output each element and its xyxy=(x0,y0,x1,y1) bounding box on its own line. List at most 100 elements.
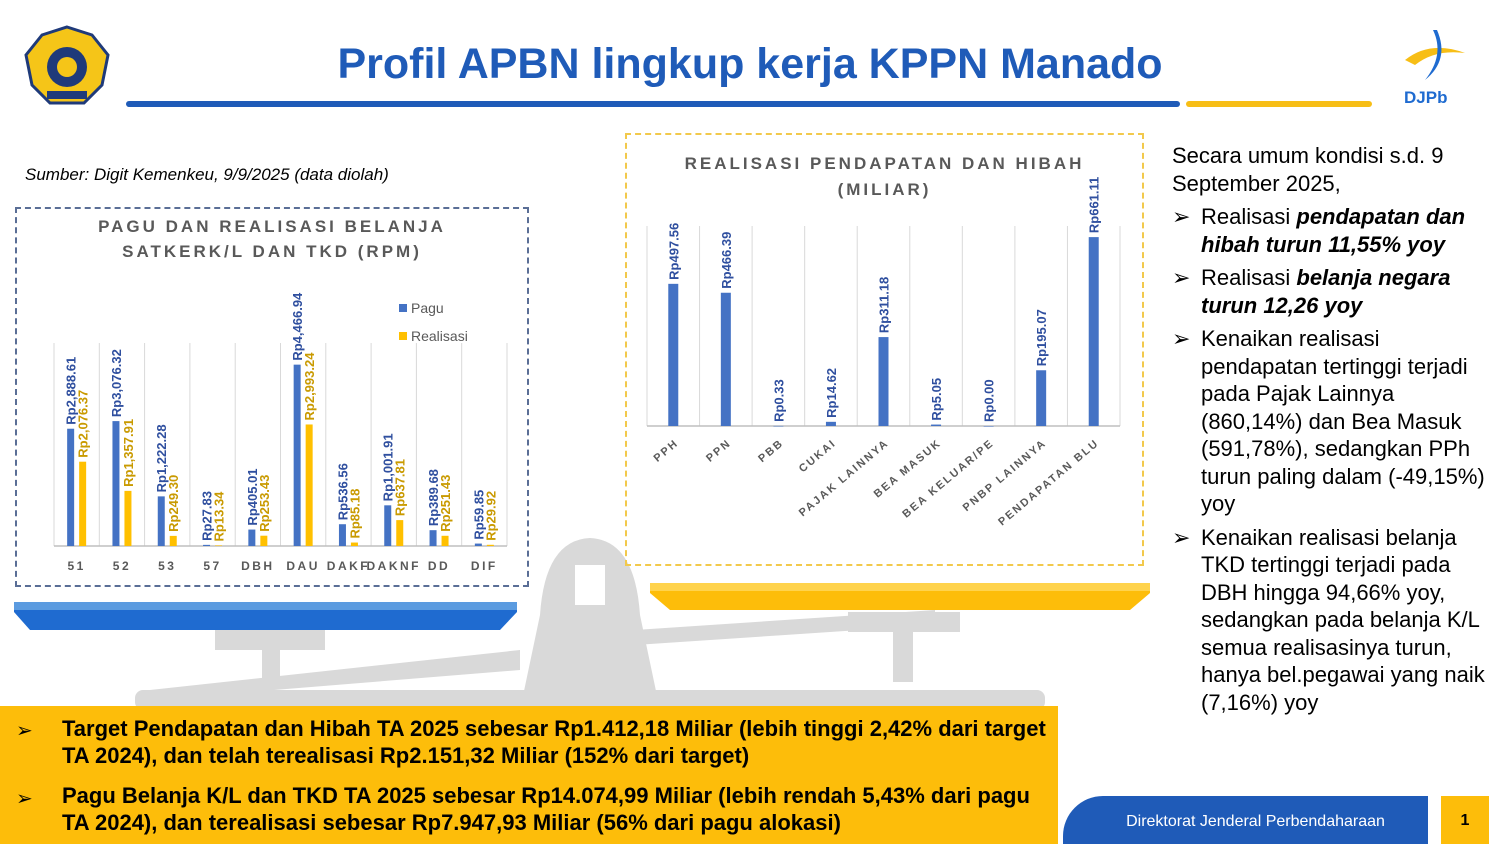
summary-bullet: ➢ Realisasi belanja negara turun 12,26 yo… xyxy=(1172,265,1451,318)
bar-realisasi xyxy=(1088,237,1099,426)
data-label: Rp3,076.32 xyxy=(109,349,124,417)
bar-realisasi xyxy=(486,544,494,546)
source-note: Sumber: Digit Kemenkeu, 9/9/2025 (data d… xyxy=(25,165,389,184)
bar-pagu xyxy=(203,544,211,546)
x-tick-label: PPN xyxy=(704,437,734,465)
data-label: Rp251.43 xyxy=(438,475,453,532)
bar-realisasi xyxy=(878,337,889,426)
pendapatan-bar-chart: Rp497.56 PPH Rp466.39 PPN Rp0.33 PBB Rp14.62 CU… xyxy=(646,177,1121,528)
bar-realisasi xyxy=(79,461,87,546)
x-tick-label: DD xyxy=(428,559,450,573)
data-label: Rp311.18 xyxy=(877,277,892,333)
arrow-bullet-icon: ➢ xyxy=(1172,265,1191,290)
data-label: Rp637.81 xyxy=(393,459,408,516)
bar-pagu xyxy=(474,543,482,546)
data-label: Rp661.11 xyxy=(1087,177,1102,233)
arrow-bullet-icon: ➢ xyxy=(16,788,33,810)
bar-realisasi xyxy=(396,520,404,546)
data-label: Rp389.68 xyxy=(426,469,441,526)
bar-pagu xyxy=(157,496,165,546)
data-label: Rp5.05 xyxy=(929,378,944,421)
page-number: 1 xyxy=(1441,796,1489,844)
x-tick-label: CUKAI xyxy=(797,437,839,475)
bar-realisasi xyxy=(1036,370,1047,426)
bar-realisasi xyxy=(931,424,942,426)
summary-bullet: ➢ Kenaikan realisasi belanja TKD tertingg… xyxy=(1172,524,1485,715)
data-label: Rp1,222.28 xyxy=(154,424,169,492)
data-label: Rp4,466.94 xyxy=(290,292,305,361)
x-tick-label: 52 xyxy=(113,559,131,573)
x-tick-label: 51 xyxy=(67,559,85,573)
bar-pagu xyxy=(67,428,75,546)
x-tick-label: PPH xyxy=(652,437,682,465)
data-label: Rp249.30 xyxy=(166,475,181,532)
highlight-box: ➢ Target Pendapatan dan Hibah TA 2025 se… xyxy=(0,706,1058,844)
bar-realisasi xyxy=(169,535,177,546)
legend-label: Pagu xyxy=(411,300,444,316)
title-underline-yellow xyxy=(1186,101,1372,107)
bar-pagu xyxy=(384,505,392,546)
chart-title-line2: SATKERK/L DAN TKD (RPM) xyxy=(122,242,422,261)
summary-intro: Secara umum kondisi s.d. 9 September 202… xyxy=(1172,143,1444,196)
bar-realisasi xyxy=(668,283,679,426)
data-label: Rp405.01 xyxy=(245,468,260,525)
x-tick-label: BEA KELUAR/PE xyxy=(900,437,996,520)
x-tick-label: PBB xyxy=(756,437,786,465)
data-label: Rp59.85 xyxy=(471,490,486,540)
bar-realisasi xyxy=(441,535,449,546)
djpb-logo-text: DJPb xyxy=(1404,88,1448,107)
data-label: Rp497.56 xyxy=(666,223,681,280)
legend-swatch xyxy=(399,304,407,312)
chart-title-line1: REALISASI PENDAPATAN DAN HIBAH xyxy=(684,154,1085,173)
bar-realisasi xyxy=(825,421,836,426)
data-label: Rp85.18 xyxy=(347,489,362,539)
bar-pagu xyxy=(248,529,256,546)
data-label: Rp1,357.91 xyxy=(121,419,136,487)
bar-realisasi xyxy=(124,490,132,546)
x-tick-label: DAKF xyxy=(327,559,370,573)
data-label: Rp0.33 xyxy=(771,379,786,422)
data-label: Rp195.07 xyxy=(1034,309,1049,366)
x-tick-label: DIF xyxy=(471,559,498,573)
belanja-chart-panel: PAGU DAN REALISASI BELANJA SATKERK/L DAN… xyxy=(15,207,529,587)
bar-pagu xyxy=(293,364,301,546)
legend-label: Realisasi xyxy=(411,328,468,344)
data-label: Rp2,076.37 xyxy=(76,390,91,458)
data-label: Rp2,888.61 xyxy=(64,357,79,425)
summary-panel: Secara umum kondisi s.d. 9 September 202… xyxy=(1172,142,1492,722)
bar-realisasi xyxy=(260,535,268,546)
bar-realisasi xyxy=(773,425,784,427)
legend-swatch xyxy=(399,332,407,340)
x-tick-label: DAKNF xyxy=(367,559,422,573)
bar-realisasi xyxy=(720,292,731,426)
bar-realisasi xyxy=(983,426,994,427)
data-label: Rp29.92 xyxy=(483,491,498,541)
highlight-pendapatan: Target Pendapatan dan Hibah TA 2025 sebe… xyxy=(62,716,1046,768)
bar-realisasi xyxy=(350,542,358,546)
bar-pagu xyxy=(338,524,346,546)
data-label: Rp0.00 xyxy=(982,379,997,422)
data-label: Rp13.34 xyxy=(212,491,227,542)
page-title: Profil APBN lingkup kerja KPPN Manado xyxy=(337,40,1163,88)
bar-pagu xyxy=(429,530,437,546)
bar-pagu xyxy=(112,421,120,546)
bar-realisasi xyxy=(215,545,223,546)
x-tick-label: 53 xyxy=(158,559,176,573)
bar-realisasi xyxy=(305,424,313,546)
djpb-logo-icon xyxy=(1405,30,1465,80)
data-label: Rp2,993.24 xyxy=(302,352,317,421)
chart-title-line1: PAGU DAN REALISASI BELANJA xyxy=(98,217,446,236)
data-label: Rp1,001.91 xyxy=(381,433,396,501)
x-tick-label: PAJAK LAINNYA xyxy=(797,437,892,519)
arrow-bullet-icon: ➢ xyxy=(1172,524,1191,550)
title-underline-blue xyxy=(126,101,1180,107)
arrow-bullet-icon: ➢ xyxy=(16,720,33,742)
arrow-bullet-icon: ➢ xyxy=(1172,326,1191,351)
data-label: Rp14.62 xyxy=(824,368,839,418)
data-label: Rp536.56 xyxy=(335,463,350,520)
x-tick-label: DAU xyxy=(286,559,320,573)
arrow-bullet-icon: ➢ xyxy=(1172,204,1191,229)
summary-bullet: ➢ Realisasi pendapatan dan hibah turun 11… xyxy=(1172,204,1466,257)
balance-scale-illustration xyxy=(14,538,1150,710)
